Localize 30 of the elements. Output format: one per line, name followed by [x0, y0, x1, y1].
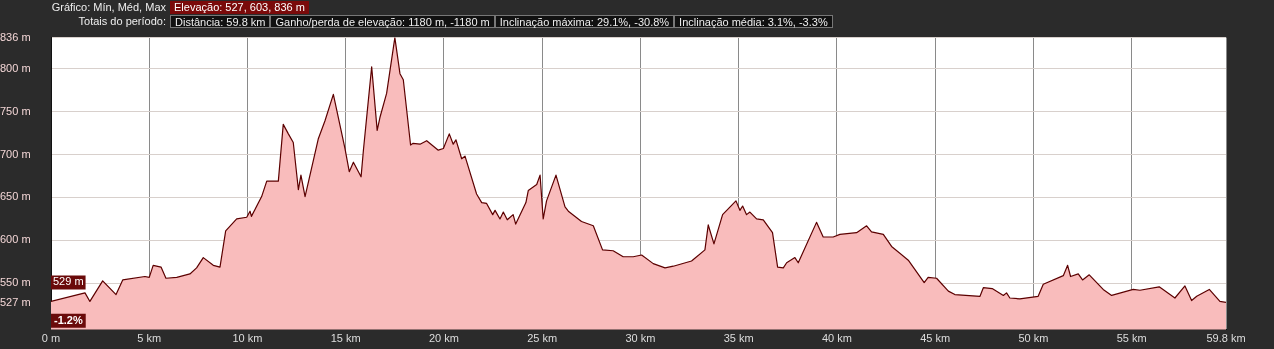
x-tick-label: 45 km — [920, 332, 951, 345]
annotation: -1.2% — [54, 313, 83, 326]
y-tick-label: 700 m — [0, 147, 31, 160]
x-tick-label: 30 km — [625, 332, 656, 345]
text: Totais do período: — [77, 14, 167, 28]
x-tick-label: 15 km — [330, 332, 361, 345]
x-tick-label: 59.8 km — [1206, 332, 1246, 345]
x-tick-label: 0 m — [41, 332, 61, 345]
y-tick-label: 550 m — [0, 276, 31, 289]
y-tick-label: 750 m — [0, 104, 31, 117]
text: Inclinação máxima: 29.1%, -30.8% — [494, 14, 675, 28]
text: Distância: 59.8 km — [170, 14, 271, 28]
text: Ganho/perda de elevação: 1180 m, -1180 m — [270, 14, 495, 28]
y-tick-label: 527 m — [0, 296, 31, 309]
text: Elevação: 527, 603, 836 m — [170, 0, 309, 14]
y-tick-label: 650 m — [0, 190, 31, 203]
x-tick-label: 55 km — [1116, 332, 1147, 345]
x-tick-label: 40 km — [821, 332, 852, 345]
x-tick-label: 50 km — [1018, 332, 1049, 345]
y-tick-label: 600 m — [0, 233, 31, 246]
text: Gráfico: Mín, Méd, Max — [50, 0, 167, 14]
y-tick-label: 800 m — [0, 61, 31, 74]
x-tick-label: 10 km — [232, 332, 263, 345]
x-tick-label: 25 km — [527, 332, 558, 345]
y-tick-label: 836 m — [0, 30, 31, 43]
text: Inclinação média: 3.1%, -3.3% — [674, 14, 833, 28]
x-tick-label: 5 km — [137, 332, 162, 345]
annotation: 529 m — [53, 275, 84, 288]
x-tick-label: 20 km — [428, 332, 459, 345]
x-tick-label: 35 km — [723, 332, 754, 345]
